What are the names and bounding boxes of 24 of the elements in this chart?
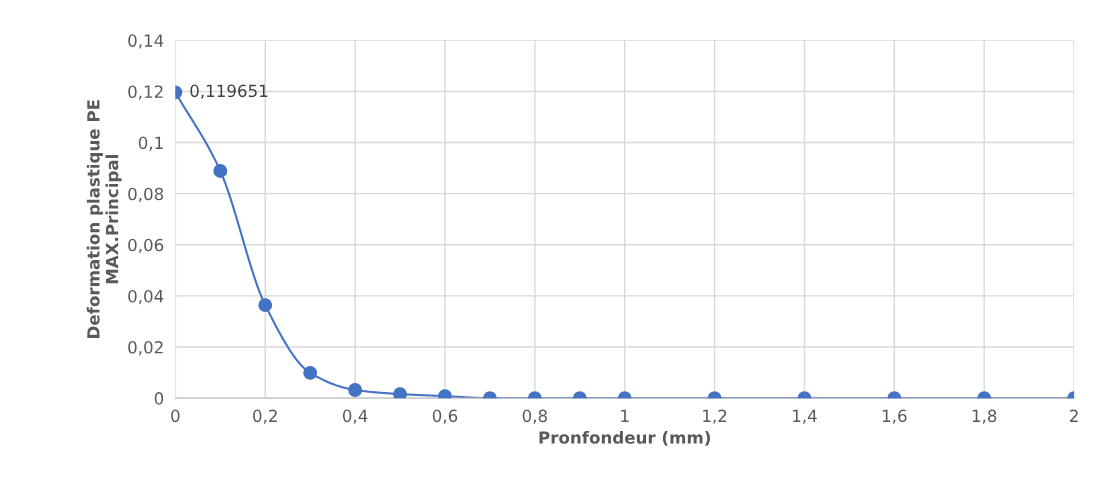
y-tick-label: 0,12 bbox=[128, 85, 163, 100]
x-tick-label: 0,4 bbox=[342, 409, 368, 424]
data-label: 0,119651 bbox=[190, 84, 268, 99]
x-tick-label: 1 bbox=[621, 409, 629, 422]
x-tick-label: 2 bbox=[1070, 409, 1078, 422]
x-tick-label: 1,4 bbox=[793, 409, 817, 424]
y-tick-label: 0,06 bbox=[128, 238, 164, 254]
y-tick-label: 0,08 bbox=[128, 187, 164, 202]
x-tick-label: 0,8 bbox=[522, 409, 547, 424]
x-axis-title: Pronfondeur (mm) bbox=[539, 430, 710, 446]
y-axis-title: Deformation plastique PE MAX.Principal bbox=[86, 100, 122, 338]
y-tick-label: 0,04 bbox=[128, 289, 164, 305]
x-tick-label: 1,8 bbox=[972, 409, 997, 424]
point bbox=[393, 387, 407, 399]
x-tick-label: 0,2 bbox=[253, 409, 277, 424]
y-tick-label: 0 bbox=[154, 392, 164, 405]
point bbox=[213, 163, 228, 178]
x-tick-label: 1,6 bbox=[882, 409, 907, 424]
x-tick-label: 0,6 bbox=[432, 409, 458, 424]
x-tick-label: 0 bbox=[171, 409, 180, 423]
y-tick-label: 0,1 bbox=[138, 136, 163, 151]
x-tick-label: 1,2 bbox=[703, 409, 727, 424]
y-tick-label: 0,14 bbox=[128, 34, 164, 49]
y-tick-label: 0,02 bbox=[128, 341, 163, 356]
